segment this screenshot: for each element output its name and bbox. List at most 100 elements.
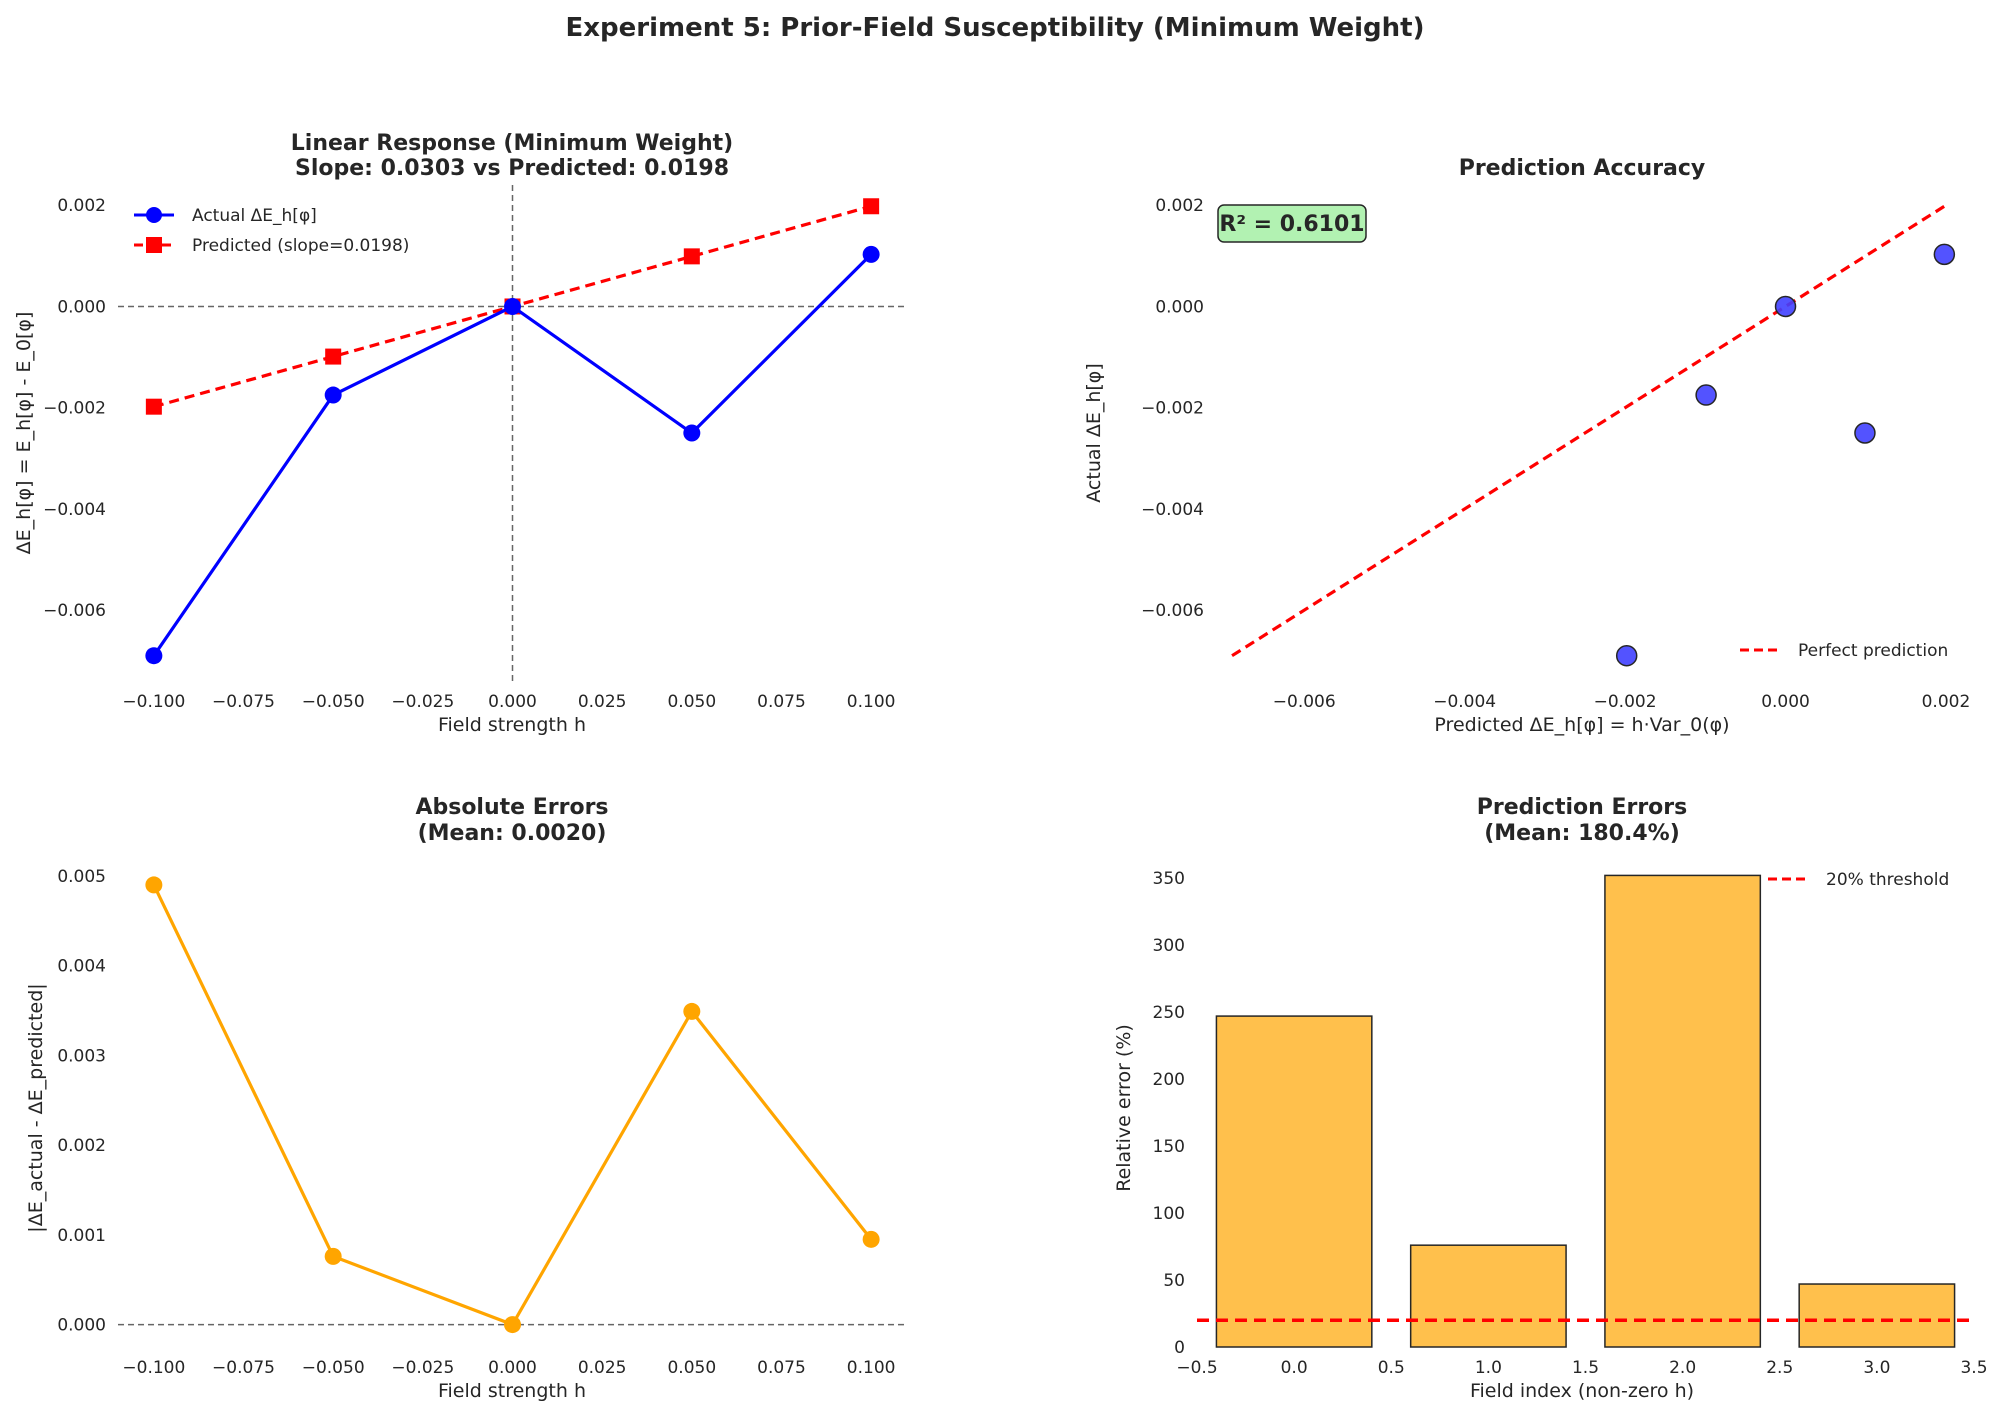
panel2-ytick-label: −0.002 xyxy=(1141,399,1204,419)
panel2-ytick-label: −0.004 xyxy=(1141,500,1204,520)
panel4-title-line1: Prediction Errors xyxy=(1477,795,1688,820)
panel4-xtick-label: 2.5 xyxy=(1766,1358,1793,1378)
error-bar xyxy=(1798,1283,1956,1348)
panel1-series-1-point xyxy=(145,398,162,415)
panel4-xtick-label: −0.5 xyxy=(1176,1358,1217,1378)
panel3-series-0-point xyxy=(862,1230,880,1248)
panel1-series-0-point xyxy=(683,424,701,442)
panel4-ytick-label: 300 xyxy=(1153,936,1185,956)
panel4-ytick-label: 100 xyxy=(1153,1204,1185,1224)
panel3-series-0-point xyxy=(504,1316,521,1334)
panel1-ytick-label: −0.006 xyxy=(43,601,106,621)
panel1-plot-area: −0.100 −0.075 −0.050 −0.025 0.000 0.025 0.050 0… xyxy=(43,185,907,712)
panel3-xtick-label: 0.050 xyxy=(667,1358,716,1378)
error-bar xyxy=(1409,1244,1567,1348)
scatter-point xyxy=(1933,243,1956,266)
panel2-xtick-label: −0.002 xyxy=(1594,692,1657,712)
panel3-series-0-point xyxy=(145,876,163,894)
panel4-legend: 20% threshold xyxy=(1768,870,1949,890)
panel3-series-0-point xyxy=(683,1002,701,1020)
panel1-series-0-point xyxy=(145,647,163,665)
panel1-xtick-label: 0.100 xyxy=(847,692,896,712)
panel1-ytick-label: 0.000 xyxy=(57,297,106,317)
panel3-xtick-label: −0.025 xyxy=(391,1358,454,1378)
panel1-legend-predicted: Predicted (slope=0.0198) xyxy=(192,236,409,256)
panel3-title-line1: Absolute Errors xyxy=(415,795,608,820)
panel3-ytick-label: 0.005 xyxy=(57,867,106,887)
panel2-ylabel: Actual ΔE_h[φ] xyxy=(1083,363,1105,502)
panel1-xtick-label: −0.075 xyxy=(212,692,275,712)
panel4-xtick-label: 0.5 xyxy=(1378,1358,1405,1378)
panel2-xtick-label: 0.002 xyxy=(1922,692,1971,712)
panel1-ylabel: ΔE_h[φ] = E_h[φ] - E_0[φ] xyxy=(13,312,35,555)
panel3-ytick-label: 0.001 xyxy=(57,1226,106,1246)
panel3-series-0-line xyxy=(152,884,873,1327)
panel3-xtick-label: −0.100 xyxy=(122,1358,185,1378)
panel2-ytick-label: 0.002 xyxy=(1155,196,1204,216)
panel1-xlabel: Field strength h xyxy=(438,714,586,736)
panel4-ytick-label: 350 xyxy=(1153,869,1185,889)
panel4-ytick-label: 150 xyxy=(1153,1137,1185,1157)
panel-linear-response: Linear Response (Minimum Weight) Slope: … xyxy=(13,131,907,736)
panel4-xtick-label: 1.5 xyxy=(1572,1358,1599,1378)
panel2-xlabel: Predicted ΔE_h[φ] = h·Var_0(φ) xyxy=(1434,714,1729,736)
panel1-series-0-point xyxy=(862,245,880,263)
panel3-ytick-label: 0.002 xyxy=(57,1136,106,1156)
panel4-ytick-label: 50 xyxy=(1163,1271,1185,1291)
panel1-ytick-label: 0.002 xyxy=(57,196,106,216)
panel1-ytick-label: −0.002 xyxy=(43,399,106,419)
panel2-xtick-label: −0.006 xyxy=(1273,692,1336,712)
panel2-ytick-label: 0.000 xyxy=(1155,297,1204,317)
panel4-ylabel: Relative error (%) xyxy=(1113,1024,1135,1192)
panel2-legend: Perfect prediction xyxy=(1740,641,1948,661)
panel1-xtick-label: 0.075 xyxy=(757,692,806,712)
panel3-ytick-label: 0.004 xyxy=(57,957,106,977)
panel-prediction-accuracy: Prediction Accuracy −0.006 −0.004 −0.002 0.… xyxy=(1083,156,1970,736)
error-bar xyxy=(1215,1015,1373,1348)
panel3-xlabel: Field strength h xyxy=(438,1380,586,1402)
panel1-title-line1: Linear Response (Minimum Weight) xyxy=(291,131,733,156)
panel3-series-0-point xyxy=(324,1247,342,1265)
panel4-title-line2: (Mean: 180.4%) xyxy=(1484,821,1680,846)
panel4-xlabel: Field index (non-zero h) xyxy=(1470,1380,1694,1402)
panel1-xtick-label: 0.000 xyxy=(488,692,537,712)
panel4-plot-area: −0.5 0.0 0.5 1.0 1.5 2.0 2.5 3.0 3.5 0 50 100 150 200… xyxy=(1153,869,1988,1378)
panel1-series-1-point xyxy=(863,198,880,215)
panel4-xtick-label: 2.0 xyxy=(1669,1358,1696,1378)
panel1-series-0-point xyxy=(504,297,521,315)
scatter-point xyxy=(1695,384,1717,406)
panel1-series-1-point xyxy=(325,348,342,365)
panel3-ylabel: |ΔE_actual - ΔE_predicted| xyxy=(25,983,47,1232)
panel1-xtick-label: −0.050 xyxy=(302,692,365,712)
panel3-xtick-label: −0.075 xyxy=(212,1358,275,1378)
panel2-xtick-label: −0.004 xyxy=(1433,692,1496,712)
panel4-xtick-label: 0.0 xyxy=(1281,1358,1308,1378)
panel3-xtick-label: −0.050 xyxy=(302,1358,365,1378)
panel1-series-0-point xyxy=(324,386,342,404)
panel4-legend-threshold: 20% threshold xyxy=(1826,870,1949,890)
error-bar xyxy=(1604,874,1762,1348)
panel1-xtick-label: −0.100 xyxy=(122,692,185,712)
panel2-ytick-label: −0.006 xyxy=(1141,601,1204,621)
panel3-xtick-label: 0.000 xyxy=(488,1358,537,1378)
panel3-plot-area: −0.100 −0.075 −0.050 −0.025 0.000 0.025 0.050 0… xyxy=(57,867,907,1378)
panel2-xtick-label: 0.000 xyxy=(1761,692,1810,712)
panel3-ytick-label: 0.003 xyxy=(57,1046,106,1066)
r2-annotation: R² = 0.6101 xyxy=(1219,212,1364,237)
panel1-xtick-label: 0.050 xyxy=(667,692,716,712)
panel1-series-1-point xyxy=(683,248,700,265)
r2-annotation-box: R² = 0.6101 xyxy=(1217,204,1367,243)
panel4-xtick-label: 1.0 xyxy=(1475,1358,1502,1378)
panel3-ytick-label: 0.000 xyxy=(57,1316,106,1336)
panel-absolute-errors: Absolute Errors (Mean: 0.0020) −0.100 −0.… xyxy=(25,795,907,1402)
panel3-title-line2: (Mean: 0.0020) xyxy=(418,821,607,846)
panel1-legend-actual: Actual ΔE_h[φ] xyxy=(192,206,317,226)
panel4-xtick-label: 3.5 xyxy=(1960,1358,1987,1378)
panel4-ytick-label: 0 xyxy=(1174,1338,1185,1358)
panel4-ytick-label: 200 xyxy=(1153,1070,1185,1090)
panel1-legend: Actual ΔE_h[φ] Predicted (slope=0.0198) xyxy=(134,206,409,256)
panel1-xtick-label: 0.025 xyxy=(578,692,627,712)
panel4-xtick-label: 3.0 xyxy=(1863,1358,1890,1378)
panel3-xtick-label: 0.100 xyxy=(847,1358,896,1378)
